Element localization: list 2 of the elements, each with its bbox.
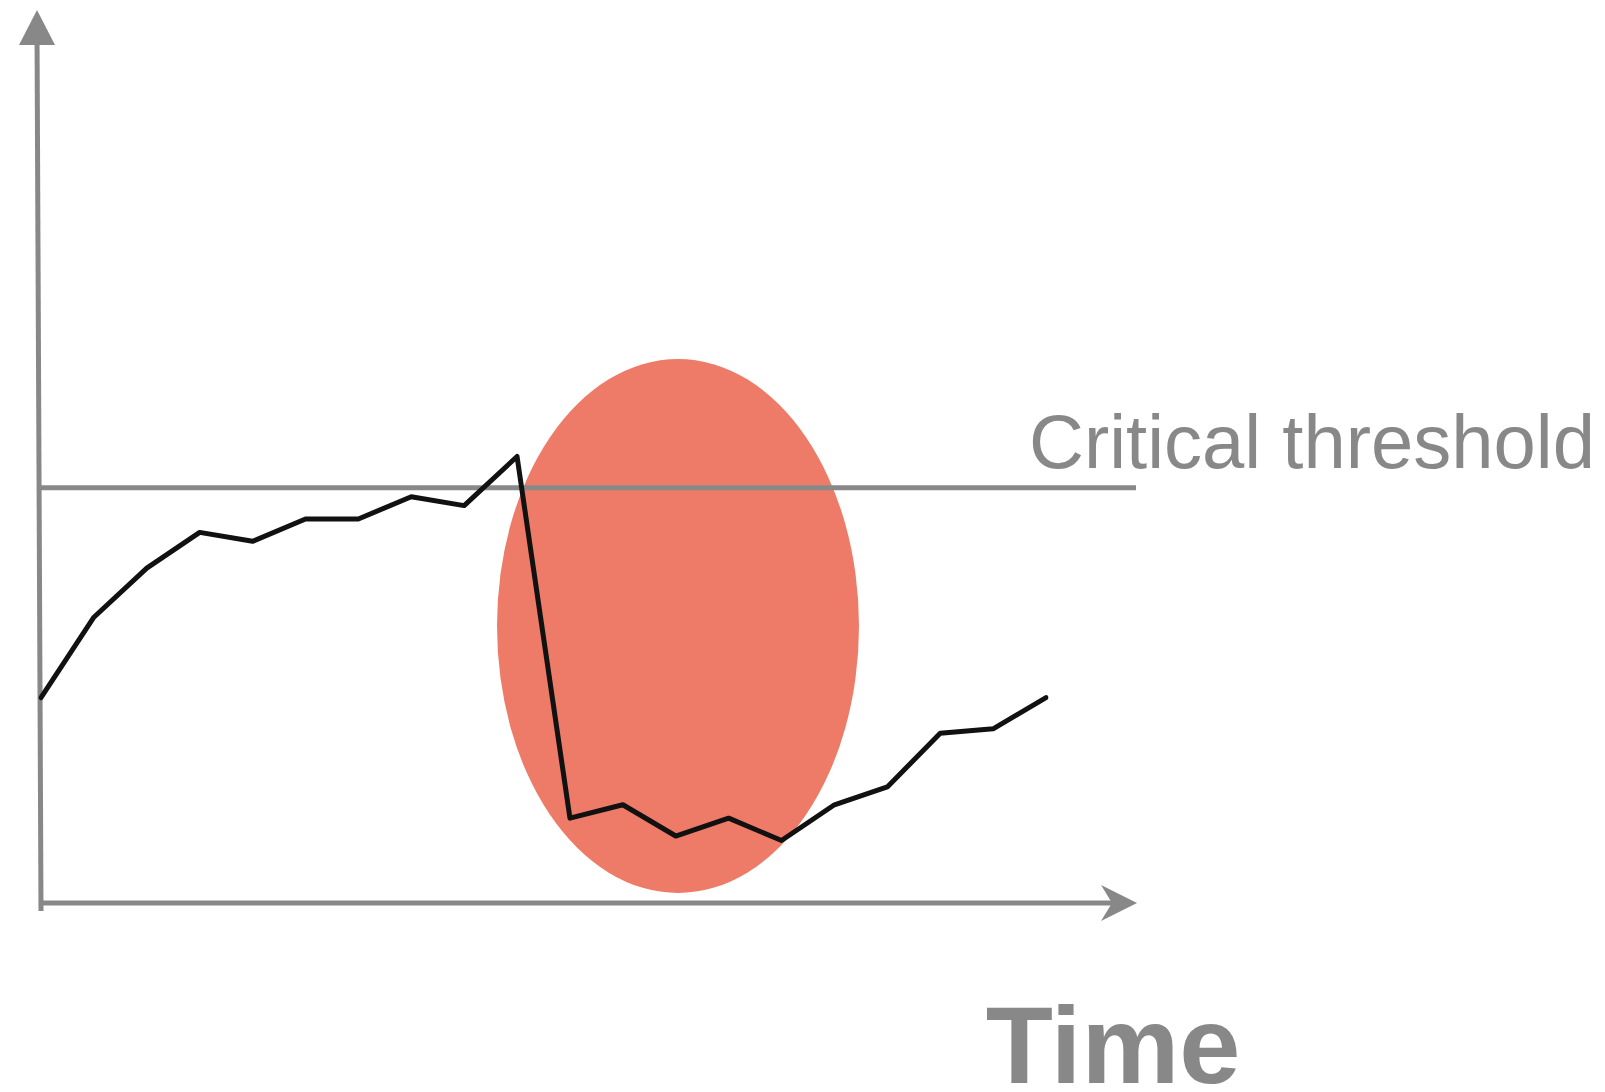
ref-line-label: Critical threshold <box>1029 398 1595 484</box>
x-axis-title: Time <box>985 983 1241 1092</box>
